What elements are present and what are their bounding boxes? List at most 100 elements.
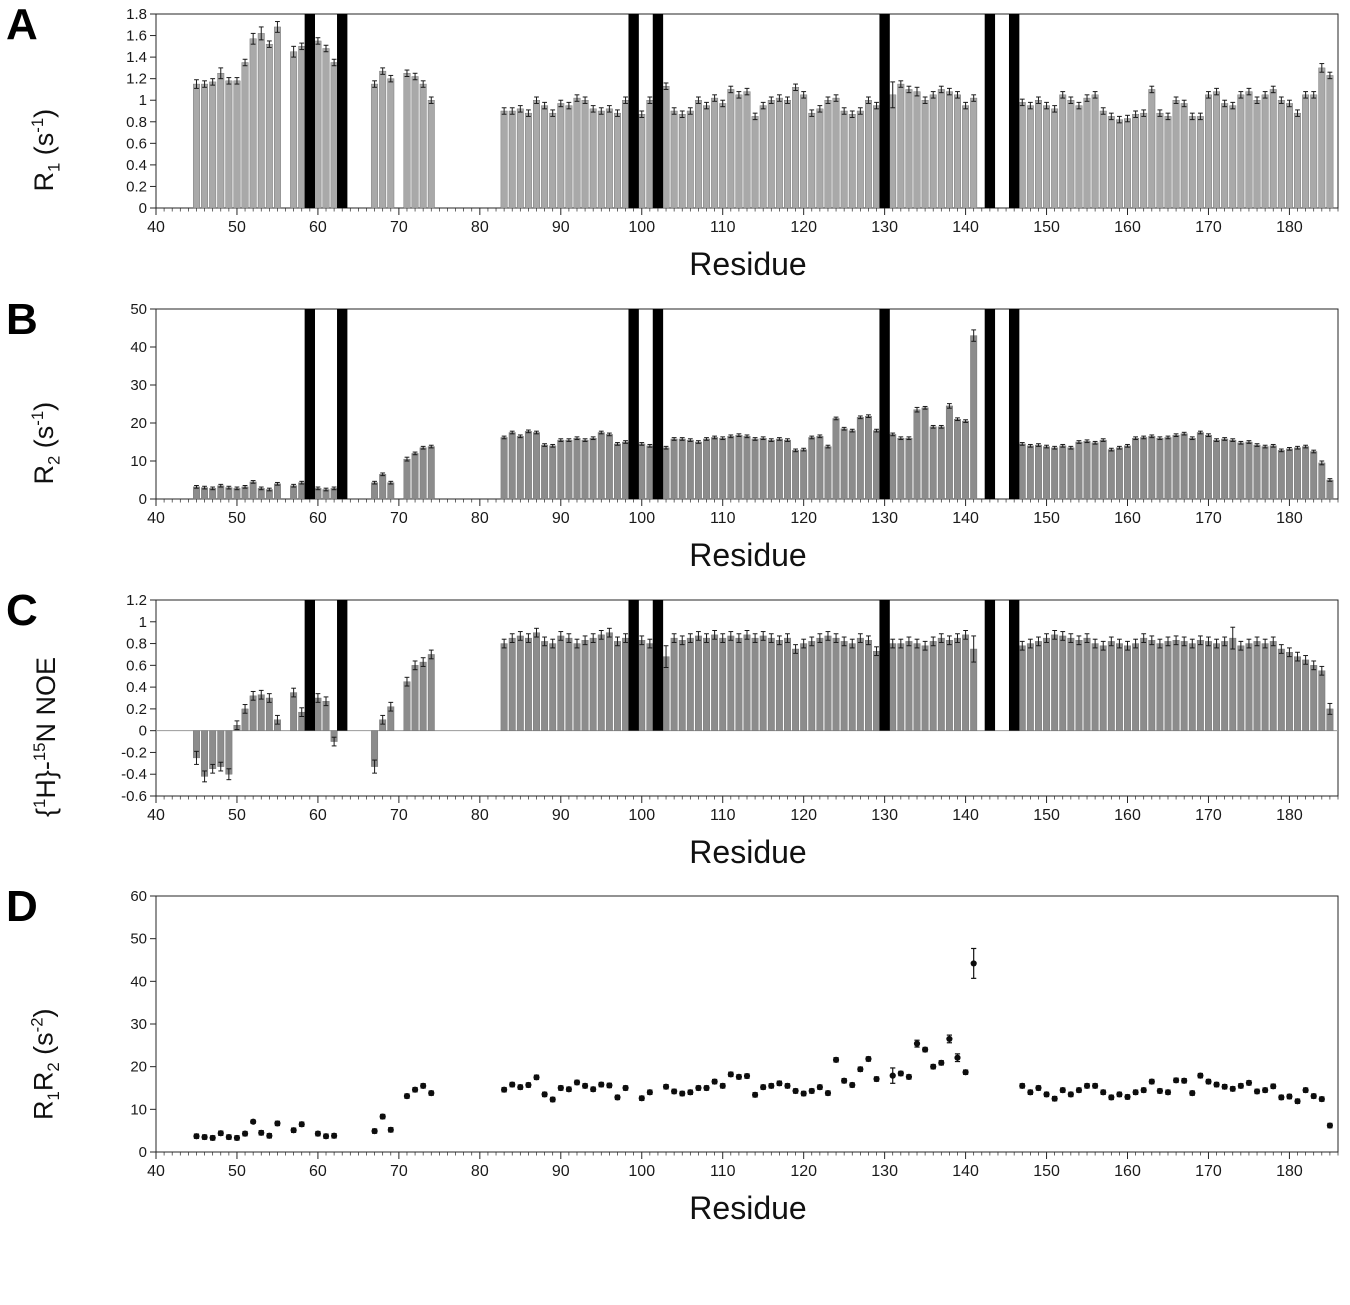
svg-text:10: 10 (130, 453, 147, 470)
svg-text:0: 0 (139, 1144, 147, 1161)
svg-text:60: 60 (309, 1163, 327, 1180)
svg-text:30: 30 (130, 377, 147, 394)
svg-text:130: 130 (871, 510, 898, 527)
panel-a-xlabel: Residue (689, 246, 807, 282)
panel-c-xlabel: Residue (689, 833, 807, 870)
svg-text:40: 40 (147, 807, 165, 824)
svg-text:130: 130 (871, 219, 898, 236)
panel-a: A R1 (s-1) 0 0.2 0.4 0.6 0.8 1 1.2 1.4 1.6 1.8 40 5… (0, 0, 1350, 295)
svg-text:130: 130 (871, 807, 898, 824)
svg-text:1.6: 1.6 (126, 28, 147, 45)
svg-text:160: 160 (1114, 219, 1141, 236)
panel-b-side: B R2 (s-1) (0, 295, 92, 586)
svg-text:-0.4: -0.4 (121, 766, 147, 783)
svg-text:130: 130 (871, 1163, 898, 1180)
svg-text:0.8: 0.8 (126, 114, 147, 131)
svg-text:1.8: 1.8 (126, 6, 147, 23)
svg-text:100: 100 (628, 219, 655, 236)
svg-text:120: 120 (790, 510, 817, 527)
svg-text:70: 70 (390, 219, 408, 236)
nmr-relaxation-figure: A R1 (s-1) 0 0.2 0.4 0.6 0.8 1 1.2 1.4 1.6 1.8 40 5… (0, 0, 1350, 1239)
svg-text:50: 50 (228, 510, 246, 527)
svg-text:-0.6: -0.6 (121, 788, 147, 805)
panel-b-ylabel: R2 (s-1) (27, 401, 64, 485)
svg-text:70: 70 (390, 807, 408, 824)
svg-text:40: 40 (130, 974, 147, 991)
svg-text:80: 80 (471, 219, 489, 236)
svg-text:180: 180 (1276, 807, 1303, 824)
svg-text:40: 40 (147, 1163, 165, 1180)
svg-text:50: 50 (228, 219, 246, 236)
svg-text:0.4: 0.4 (126, 157, 147, 174)
svg-text:120: 120 (790, 807, 817, 824)
svg-text:60: 60 (309, 219, 327, 236)
svg-text:140: 140 (952, 510, 979, 527)
svg-text:110: 110 (710, 219, 736, 236)
svg-text:90: 90 (552, 510, 570, 527)
svg-text:80: 80 (471, 1163, 489, 1180)
panel-a-side: A R1 (s-1) (0, 0, 92, 295)
svg-text:150: 150 (1033, 807, 1060, 824)
svg-text:100: 100 (628, 510, 655, 527)
svg-text:60: 60 (309, 510, 327, 527)
svg-text:150: 150 (1033, 219, 1060, 236)
svg-text:60: 60 (130, 888, 147, 905)
panel-c-side: C {1H}-15N NOE (0, 586, 92, 883)
svg-text:-0.2: -0.2 (121, 744, 147, 761)
panel-d-plot-column: 0 10 20 30 40 50 60 40 50 60 70 80 90 100 110 120 130 140… (92, 888, 1350, 1239)
svg-text:110: 110 (710, 510, 736, 527)
panel-b-xlabel: Residue (689, 536, 807, 573)
svg-text:90: 90 (552, 1163, 570, 1180)
svg-text:100: 100 (628, 1163, 655, 1180)
panel-d-letter: D (6, 882, 38, 932)
svg-text:110: 110 (710, 1163, 736, 1180)
svg-text:180: 180 (1276, 510, 1303, 527)
svg-text:1.2: 1.2 (126, 71, 147, 88)
panel-c-plot-column: -0.6 -0.4 -0.2 0 0.2 0.4 0.6 0.8 1 1.2 40 50 60 70 80 9… (92, 592, 1350, 883)
svg-text:160: 160 (1114, 1163, 1141, 1180)
panel-a-letter: A (6, 0, 38, 49)
svg-text:60: 60 (309, 807, 327, 824)
svg-text:20: 20 (130, 415, 147, 432)
svg-text:170: 170 (1195, 219, 1222, 236)
svg-text:170: 170 (1195, 1163, 1222, 1180)
svg-text:0.4: 0.4 (126, 679, 147, 696)
svg-text:20: 20 (130, 1059, 147, 1076)
panel-b-plot-column: 0 10 20 30 40 50 40 50 60 70 80 90 100 110 120 130 140 15… (92, 301, 1350, 586)
svg-text:0: 0 (139, 491, 147, 508)
svg-text:140: 140 (952, 807, 979, 824)
svg-text:170: 170 (1195, 510, 1222, 527)
svg-text:0.6: 0.6 (126, 135, 147, 152)
svg-text:90: 90 (552, 219, 570, 236)
panel-a-plot-column: 0 0.2 0.4 0.6 0.8 1 1.2 1.4 1.6 1.8 40 50 60 70 80 90 10… (92, 6, 1350, 295)
svg-text:0: 0 (139, 722, 147, 739)
svg-text:80: 80 (471, 807, 489, 824)
svg-text:140: 140 (952, 1163, 979, 1180)
panel-c-ylabel: {1H}-15N NOE (30, 656, 61, 817)
svg-text:120: 120 (790, 219, 817, 236)
svg-text:90: 90 (552, 807, 570, 824)
svg-text:180: 180 (1276, 219, 1303, 236)
svg-text:10: 10 (130, 1102, 147, 1119)
panel-d-xlabel: Residue (689, 1190, 807, 1227)
svg-text:160: 160 (1114, 510, 1141, 527)
panel-c: C {1H}-15N NOE -0.6 -0.4 -0.2 0 0.2 0.4 0.6 0.8… (0, 586, 1350, 883)
svg-text:1: 1 (139, 613, 147, 630)
svg-text:50: 50 (130, 931, 147, 948)
svg-text:40: 40 (130, 339, 147, 356)
svg-text:70: 70 (390, 510, 408, 527)
svg-text:50: 50 (228, 1163, 246, 1180)
panel-a-ylabel: R1 (s-1) (27, 109, 64, 192)
svg-text:150: 150 (1033, 1163, 1060, 1180)
panel-b-chart: 0 10 20 30 40 50 40 50 60 70 80 90 100 110 120 130 140 15… (130, 301, 1339, 527)
svg-text:0.8: 0.8 (126, 635, 147, 652)
panel-d-ylabel: R1R2 (s-2) (27, 1008, 64, 1120)
svg-text:30: 30 (130, 1016, 147, 1033)
svg-text:40: 40 (147, 219, 165, 236)
panel-d: D R1R2 (s-2) 0 10 20 30 40 50 60 40 50 60 70 80 90 10… (0, 882, 1350, 1239)
svg-text:50: 50 (228, 807, 246, 824)
panel-d-side: D R1R2 (s-2) (0, 882, 92, 1239)
panel-b: B R2 (s-1) 0 10 20 30 40 50 40 50 60 70 80 90 100 110… (0, 295, 1350, 586)
panel-c-chart: -0.6 -0.4 -0.2 0 0.2 0.4 0.6 0.8 1 1.2 40 50 60 70 80 9… (121, 592, 1339, 824)
svg-text:40: 40 (147, 510, 165, 527)
